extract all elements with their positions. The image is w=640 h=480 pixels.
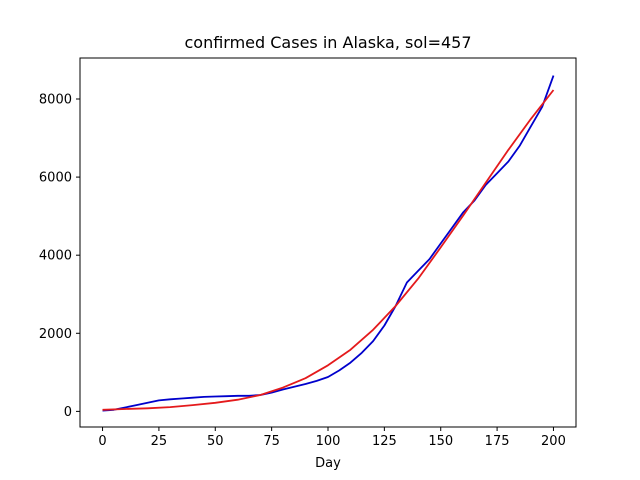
x-tick-label: 150 [428, 434, 453, 449]
series-line-1 [102, 89, 555, 411]
y-tick-label: 8000 [39, 93, 72, 108]
x-tick-label: 75 [263, 434, 280, 449]
x-tick-label: 100 [316, 434, 341, 449]
x-tick-label: 0 [98, 434, 106, 449]
series-layer [102, 75, 555, 412]
chart-title: confirmed Cases in Alaska, sol=457 [184, 33, 471, 52]
y-tick-label: 6000 [39, 171, 72, 186]
plot-frame [79, 57, 577, 428]
series-line-0 [102, 75, 555, 412]
x-tick-label: 175 [485, 434, 510, 449]
y-tick-label: 4000 [39, 249, 72, 264]
x-tick-label: 50 [207, 434, 224, 449]
y-tick-label: 2000 [39, 327, 72, 342]
x-tick-label: 25 [151, 434, 168, 449]
x-tick-label: 200 [541, 434, 566, 449]
x-axis-ticks: 0 25 50 75 100 125 150 175 200 [98, 427, 566, 449]
y-axis-ticks: 0 2000 4000 6000 8000 [39, 93, 80, 420]
x-axis-label: Day [315, 456, 341, 471]
x-tick-label: 125 [372, 434, 397, 449]
y-tick-label: 0 [64, 405, 72, 420]
